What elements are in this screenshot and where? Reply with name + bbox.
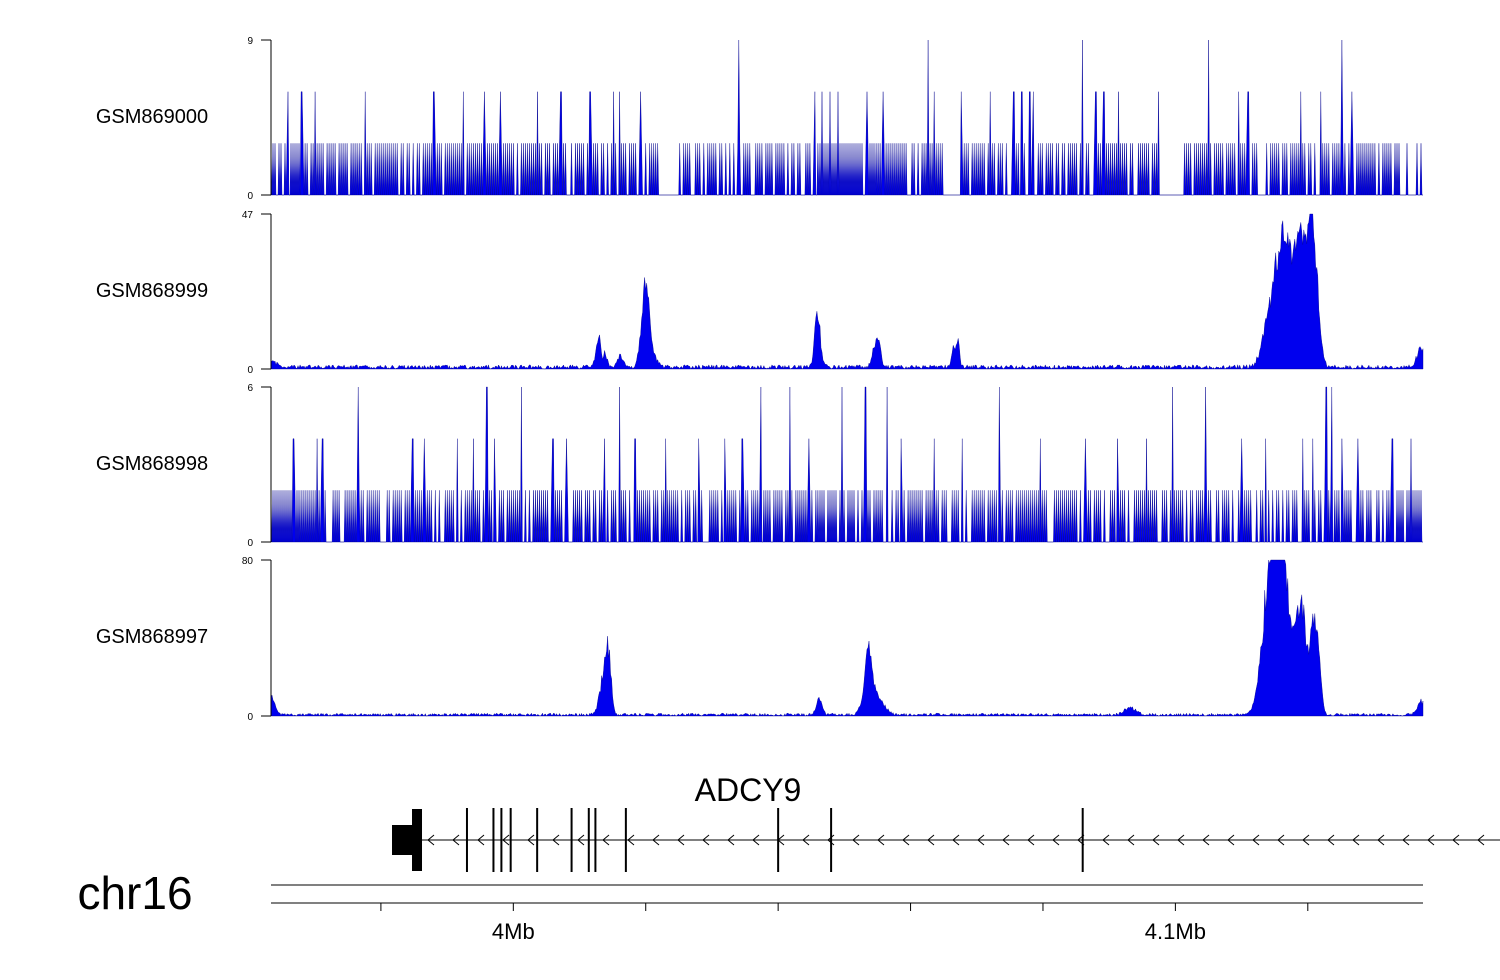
strand-arrow xyxy=(702,834,710,846)
y-min-label: 0 xyxy=(247,191,253,202)
strand-arrow xyxy=(1052,834,1060,846)
strand-arrow xyxy=(727,834,735,846)
coverage-area xyxy=(270,559,1424,717)
strand-arrow xyxy=(1302,834,1310,846)
coverage-area xyxy=(270,39,1423,196)
track-gsm868998: GSM868998 6 0 xyxy=(96,383,1423,549)
strand-arrow xyxy=(677,834,685,846)
strand-arrow xyxy=(427,834,435,846)
gene-name: ADCY9 xyxy=(695,772,802,808)
strand-arrow xyxy=(502,834,510,846)
coverage-area xyxy=(270,386,1423,543)
strand-arrow xyxy=(452,834,460,846)
gene-model xyxy=(392,808,1500,872)
track-label: GSM868999 xyxy=(96,280,208,302)
gene-track-adcy9: ADCY9 xyxy=(392,772,1500,872)
track-label: GSM868997 xyxy=(96,626,208,648)
strand-arrow xyxy=(1377,834,1385,846)
strand-arrow xyxy=(477,834,485,846)
strand-arrow xyxy=(1127,834,1135,846)
axis-tick-label: 4.1Mb xyxy=(1145,919,1206,944)
strand-arrow xyxy=(1152,834,1160,846)
strand-arrow xyxy=(1477,834,1485,846)
strand-arrow xyxy=(1227,834,1235,846)
y-min-label: 0 xyxy=(247,712,253,723)
exon xyxy=(412,809,423,871)
strand-arrow xyxy=(927,834,935,846)
strand-arrow xyxy=(1427,834,1435,846)
strand-arrow xyxy=(977,834,985,846)
strand-arrow xyxy=(852,834,860,846)
chromosome-label: chr16 xyxy=(77,867,192,919)
y-max-label: 47 xyxy=(242,210,254,221)
strand-arrow xyxy=(627,834,635,846)
axis-tick-label: 4Mb xyxy=(492,919,535,944)
y-min-label: 0 xyxy=(247,538,253,549)
coverage-area xyxy=(270,213,1424,370)
track-label: GSM868998 xyxy=(96,453,208,475)
track-gsm869000: GSM869000 9 0 xyxy=(96,36,1423,202)
axis-ticks: 4Mb 4.1Mb xyxy=(380,903,1309,944)
strand-arrow xyxy=(1277,834,1285,846)
strand-arrow xyxy=(577,834,585,846)
y-max-label: 80 xyxy=(242,556,254,567)
strand-arrow xyxy=(652,834,660,846)
chromosome-axis: chr16 4Mb 4.1Mb xyxy=(77,867,1423,944)
track-gsm868997: GSM868997 80 0 xyxy=(96,556,1424,723)
y-max-label: 9 xyxy=(247,36,253,47)
strand-arrow xyxy=(1252,834,1260,846)
strand-arrow xyxy=(1402,834,1410,846)
strand-arrow xyxy=(1327,834,1335,846)
track-label: GSM869000 xyxy=(96,106,208,128)
strand-arrow xyxy=(1027,834,1035,846)
strand-arrow xyxy=(902,834,910,846)
y-min-label: 0 xyxy=(247,365,253,376)
strand-arrow xyxy=(752,834,760,846)
strand-arrow xyxy=(1177,834,1185,846)
strand-arrow xyxy=(1002,834,1010,846)
strand-arrow xyxy=(952,834,960,846)
utr-block xyxy=(392,825,415,855)
track-gsm868999: GSM868999 47 0 xyxy=(96,210,1424,376)
strand-arrow xyxy=(527,834,535,846)
strand-arrow xyxy=(552,834,560,846)
strand-arrow xyxy=(1102,834,1110,846)
strand-arrow xyxy=(602,834,610,846)
strand-arrow xyxy=(1202,834,1210,846)
y-max-label: 6 xyxy=(247,383,253,394)
strand-arrow xyxy=(802,834,810,846)
strand-arrow xyxy=(877,834,885,846)
strand-arrow xyxy=(1352,834,1360,846)
strand-arrow xyxy=(1452,834,1460,846)
